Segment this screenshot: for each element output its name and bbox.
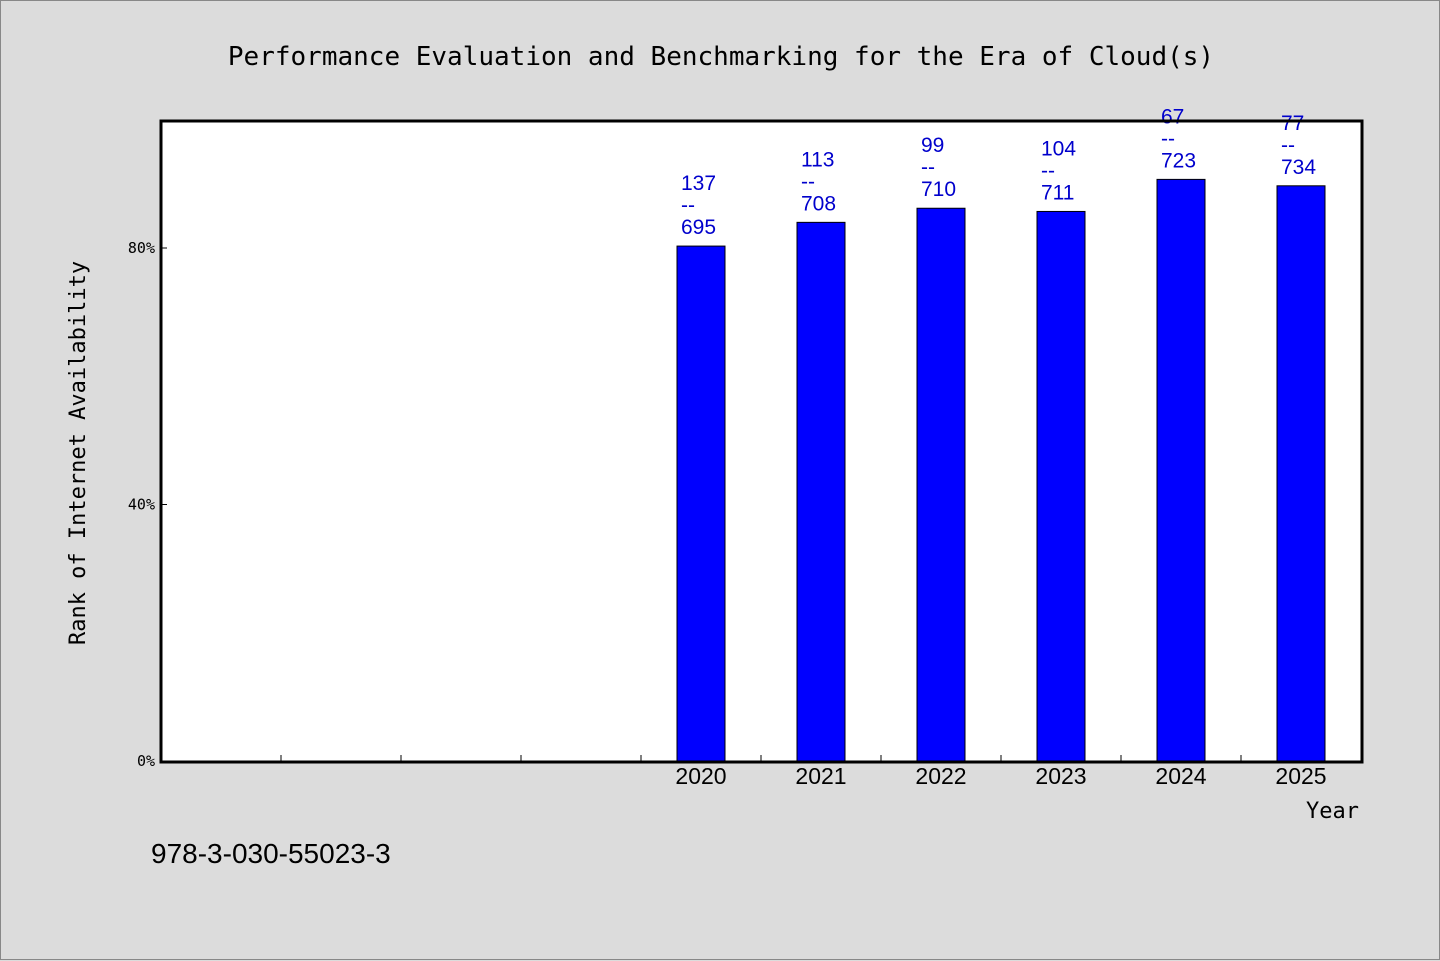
data-label: 77 — [1281, 112, 1304, 135]
data-label: 99 — [921, 134, 944, 157]
data-label: 67 — [1161, 105, 1184, 128]
data-label: 723 — [1161, 149, 1196, 172]
bar-2025 — [1276, 185, 1326, 762]
y-axis-label: Rank of Internet Availability — [66, 261, 91, 645]
plot-border — [159, 119, 1364, 764]
bar-2024 — [1156, 178, 1206, 762]
y-tick-label: 0% — [137, 752, 155, 770]
data-label: -- — [681, 194, 695, 217]
data-label: -- — [801, 170, 815, 193]
chart-title: Performance Evaluation and Benchmarking … — [228, 42, 1214, 72]
x-tick-label: 2022 — [915, 763, 966, 789]
data-label: 137 — [681, 172, 716, 195]
data-label: -- — [1161, 127, 1175, 150]
ticks-group: 2020 2021 2022 2023 2024 2025 0% 40% 80% — [128, 239, 1327, 789]
data-label: 113 — [801, 148, 834, 171]
y-tick-label: 80% — [128, 239, 155, 257]
x-tick-label: 2024 — [1155, 763, 1206, 789]
data-label: 710 — [921, 178, 956, 201]
data-labels-group: 137--695113--70899--710104--71167--72377… — [681, 105, 1316, 239]
bar-2022 — [916, 207, 966, 762]
bars-group — [676, 178, 1326, 762]
x-tick-label: 2025 — [1275, 763, 1326, 789]
data-label: 104 — [1041, 137, 1076, 160]
x-tick-label: 2021 — [795, 763, 846, 789]
data-label: -- — [1041, 159, 1055, 182]
data-label: -- — [1281, 134, 1295, 157]
y-tick-label: 40% — [128, 496, 155, 514]
data-label: -- — [921, 156, 935, 179]
bar-2020 — [676, 245, 726, 762]
x-tick-label: 2020 — [675, 763, 726, 789]
bar-2021 — [796, 221, 846, 762]
data-label: 695 — [681, 216, 716, 239]
data-label: 708 — [801, 192, 836, 215]
bar-2023 — [1036, 210, 1086, 762]
data-label: 711 — [1041, 181, 1074, 204]
data-label: 734 — [1281, 156, 1316, 179]
x-axis-label: Year — [1306, 799, 1359, 824]
isbn-footnote: 978-3-030-55023-3 — [151, 838, 391, 869]
x-tick-label: 2023 — [1035, 763, 1086, 789]
